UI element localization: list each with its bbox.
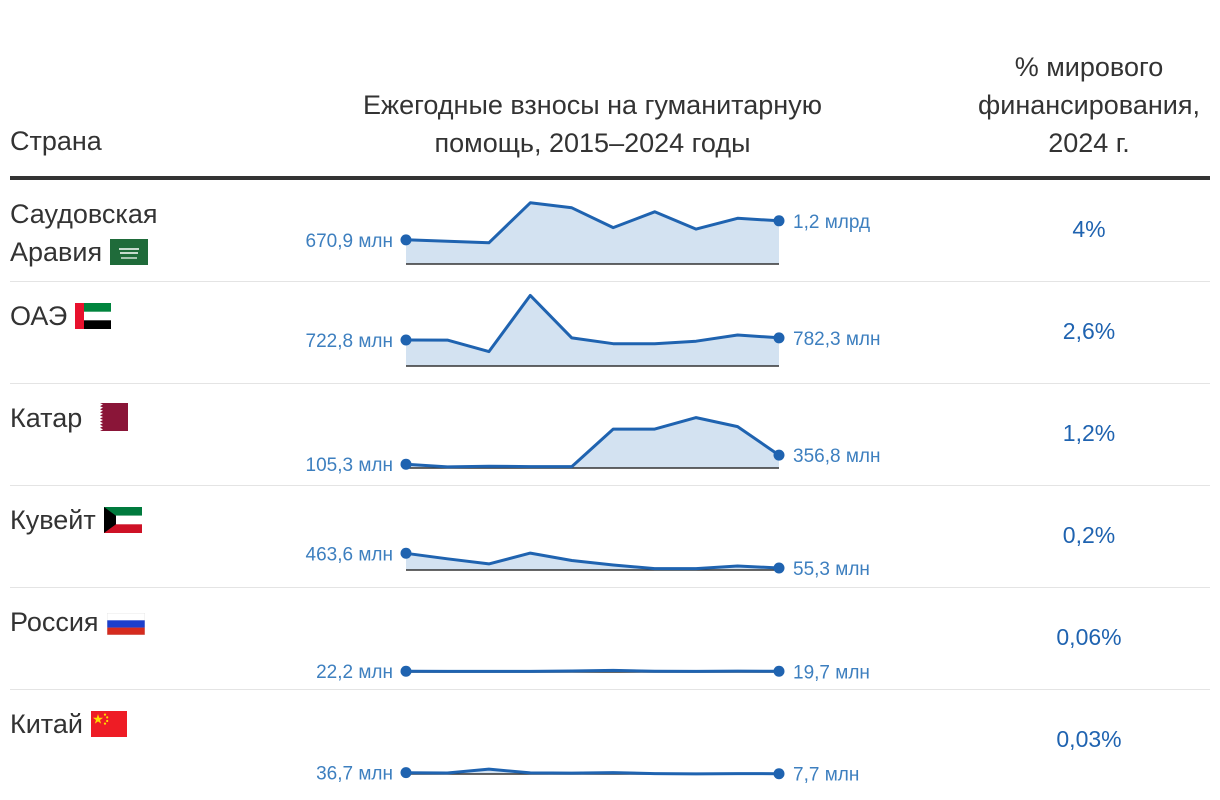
header-contributions-line2: помощь, 2015–2024 годы [434, 128, 751, 158]
sparkline-area [406, 202, 779, 264]
sparkline-start-point [400, 665, 412, 677]
sparkline-end-label: 55,3 млн [793, 559, 870, 580]
share-value: 2,6% [1062, 318, 1116, 344]
sparkline-start-point [400, 547, 412, 559]
sparkline: 670,9 млн 1,2 млрд [306, 201, 870, 265]
table-row: Саудовская Аравия 670,9 млн 1,2 млрд 4% [0, 180, 1220, 282]
share-value: 0,06% [1056, 624, 1122, 650]
sparkline-end-label: 7,7 млн [793, 765, 859, 786]
country-name-text: Кувейт [10, 505, 96, 535]
sparkline-line [405, 416, 780, 469]
sparkline-start-label: 463,6 млн [306, 544, 393, 565]
country-name: ОАЭ [10, 297, 210, 339]
country-name: Кувейт [10, 501, 210, 543]
table-row: ОАЭ 722,8 млн 782,3 млн 2,6% [0, 282, 1220, 384]
country-name-text: Катар [10, 403, 83, 433]
table-row: Кувейт 463,6 млн 55,3 млн 0,2% [0, 486, 1220, 588]
country-name: Саудовская Аравия [10, 195, 210, 275]
country-name-text: Саудовская [10, 199, 158, 229]
share-value: 4% [1072, 216, 1106, 242]
sparkline: 22,2 млн 19,7 млн [316, 662, 870, 683]
sparkline-end-point [773, 449, 785, 461]
sparkline-end-label: 1,2 млрд [793, 212, 870, 233]
sparkline-start-point [400, 767, 412, 779]
country-name-text-line2: Аравия [10, 237, 103, 267]
sparkline-end-point [773, 332, 785, 344]
table-row: Россия 22,2 млн 19,7 млн 0,06% [0, 588, 1220, 690]
country-name: Китай [10, 705, 210, 747]
sparkline-end-point [773, 768, 785, 780]
sparkline-start-label: 22,2 млн [316, 662, 393, 683]
country-name-text: Россия [10, 607, 99, 637]
sparkline-area [406, 553, 779, 570]
sparkline-area [406, 417, 779, 468]
row-divider [10, 383, 1210, 384]
sparkline-line [405, 201, 780, 245]
sparkline-start-label: 105,3 млн [306, 455, 393, 476]
sparkline: 36,7 млн 7,7 млн [316, 764, 859, 786]
sparkline-end-label: 356,8 млн [793, 446, 880, 467]
table-row: Китай 36,7 млн 7,7 млн 0,03% [0, 690, 1220, 792]
sparkline-start-label: 670,9 млн [306, 231, 393, 252]
sparkline-end-point [773, 215, 785, 227]
header-share-line2: финансирования, [978, 90, 1200, 120]
sparkline: 463,6 млн 55,3 млн [306, 544, 870, 580]
china-flag [90, 709, 127, 747]
qatar-flag [90, 403, 129, 441]
sparkline-end-point [773, 562, 785, 574]
sparkline: 722,8 млн 782,3 млн [306, 293, 880, 367]
sparkline-line [405, 767, 780, 776]
country-name: Катар [10, 399, 210, 441]
sparkline-line [405, 668, 780, 673]
sparkline-end-point [773, 665, 785, 677]
header-share: % мирового финансирования, 2024 г. [960, 48, 1218, 162]
share-value: 0,2% [1062, 522, 1116, 548]
sparkline-start-label: 36,7 млн [316, 764, 393, 785]
header-country: Страна [10, 126, 102, 156]
sparkline-area [406, 295, 779, 366]
header-share-line1: % мирового [1014, 52, 1164, 82]
row-divider [10, 689, 1210, 690]
row-divider [10, 587, 1210, 588]
country-name-text: Китай [10, 709, 83, 739]
sparkline-line [405, 293, 780, 354]
country-name: Россия [10, 603, 210, 645]
row-divider [10, 281, 1210, 282]
share-value: 1,2% [1062, 420, 1116, 446]
sparkline-start-label: 722,8 млн [306, 331, 393, 352]
share-value: 0,03% [1056, 726, 1122, 752]
sparkline: 105,3 млн 356,8 млн [306, 416, 880, 476]
kuwait-flag [103, 505, 142, 543]
header-contributions: Ежегодные взносы на гуманитарную помощь,… [300, 86, 885, 162]
row-divider [10, 485, 1210, 486]
header-divider [10, 176, 1210, 180]
sparkline-start-point [400, 234, 412, 246]
country-name-text: ОАЭ [10, 301, 68, 331]
table-row: Катар 105,3 млн 356,8 млн 1,2% [0, 384, 1220, 486]
header-share-line3: 2024 г. [1048, 128, 1130, 158]
sparkline-start-point [400, 334, 412, 346]
sparkline-line [405, 551, 780, 571]
uae-flag [75, 301, 112, 339]
sparkline-end-label: 19,7 млн [793, 662, 870, 683]
saudi-arabia-flag [110, 237, 149, 275]
header-contributions-line1: Ежегодные взносы на гуманитарную [363, 90, 822, 120]
sparkline-start-point [400, 458, 412, 470]
sparkline-end-label: 782,3 млн [793, 329, 880, 350]
